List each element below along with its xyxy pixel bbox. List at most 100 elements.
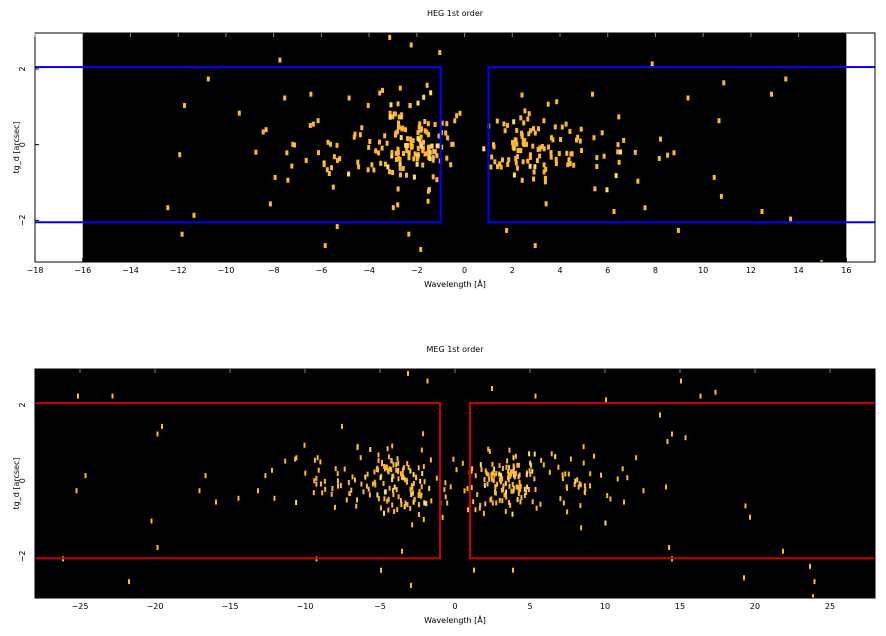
- count-pixel: [308, 123, 312, 128]
- count-pixel: [392, 111, 396, 117]
- count-pixel: [511, 482, 514, 487]
- count-pixel: [379, 475, 382, 481]
- count-pixel: [539, 501, 542, 507]
- count-pixel: [504, 508, 507, 514]
- count-pixel: [391, 170, 395, 175]
- count-pixel: [353, 131, 357, 137]
- count-pixel: [422, 94, 426, 100]
- count-pixel: [515, 154, 519, 160]
- count-pixel: [483, 477, 486, 482]
- count-pixel: [388, 169, 391, 175]
- count-pixel: [532, 126, 535, 132]
- count-pixel: [470, 485, 473, 490]
- count-pixel: [516, 148, 520, 153]
- x-tick-label: −10: [217, 266, 234, 275]
- count-pixel: [336, 157, 339, 163]
- y-tick-label: 0: [18, 142, 27, 147]
- count-pixel: [812, 594, 814, 598]
- count-pixel: [198, 488, 201, 494]
- count-pixel: [385, 464, 388, 470]
- count-pixel: [411, 138, 415, 144]
- count-pixel: [478, 505, 481, 511]
- meg-region-minus: [35, 402, 441, 560]
- count-pixel: [508, 472, 510, 478]
- count-pixel: [579, 503, 582, 509]
- count-pixel: [401, 548, 403, 554]
- count-pixel: [431, 174, 435, 180]
- count-pixel: [381, 459, 383, 465]
- count-pixel: [409, 42, 413, 48]
- count-pixel: [453, 118, 457, 124]
- count-pixel: [204, 473, 207, 479]
- count-pixel: [564, 121, 568, 127]
- count-pixel: [659, 412, 661, 418]
- count-pixel: [557, 151, 561, 156]
- count-pixel: [518, 488, 520, 494]
- count-pixel: [483, 482, 486, 488]
- count-pixel: [533, 164, 537, 170]
- count-pixel: [565, 150, 569, 156]
- count-pixel: [422, 464, 425, 470]
- count-pixel: [517, 485, 520, 491]
- count-pixel: [521, 159, 525, 165]
- count-pixel: [784, 76, 788, 82]
- count-pixel: [455, 467, 458, 473]
- count-pixel: [407, 370, 409, 376]
- count-pixel: [320, 481, 322, 487]
- count-pixel: [406, 143, 410, 148]
- count-pixel: [413, 151, 417, 157]
- count-pixel: [334, 504, 336, 510]
- count-pixel: [382, 481, 385, 486]
- count-pixel: [329, 141, 332, 147]
- count-pixel: [562, 500, 565, 506]
- count-pixel: [423, 500, 426, 506]
- count-pixel: [423, 151, 427, 157]
- count-pixel: [257, 488, 259, 494]
- meg-title: MEG 1st order: [427, 345, 485, 354]
- count-pixel: [614, 173, 618, 179]
- count-pixel: [75, 488, 78, 494]
- count-pixel: [426, 198, 430, 204]
- count-pixel: [392, 492, 395, 498]
- count-pixel: [345, 497, 348, 503]
- count-pixel: [578, 481, 581, 487]
- count-pixel: [295, 500, 298, 505]
- count-pixel: [533, 451, 536, 457]
- count-pixel: [602, 153, 606, 159]
- count-pixel: [426, 378, 429, 384]
- count-pixel: [161, 423, 163, 429]
- count-pixel: [568, 161, 572, 167]
- count-pixel: [560, 124, 564, 130]
- count-pixel: [531, 143, 535, 149]
- count-pixel: [377, 452, 380, 458]
- count-pixel: [192, 212, 196, 218]
- count-pixel: [568, 128, 572, 134]
- count-pixel: [84, 473, 87, 479]
- count-pixel: [446, 500, 449, 506]
- count-pixel: [410, 582, 412, 588]
- count-pixel: [376, 150, 380, 156]
- count-pixel: [511, 144, 515, 150]
- count-pixel: [493, 472, 496, 478]
- count-pixel: [589, 483, 591, 489]
- count-pixel: [387, 507, 390, 513]
- count-pixel: [261, 129, 265, 135]
- count-pixel: [420, 447, 423, 453]
- count-pixel: [666, 152, 670, 158]
- count-pixel: [573, 482, 576, 488]
- count-pixel: [400, 471, 402, 477]
- count-pixel: [360, 481, 363, 487]
- count-pixel: [520, 134, 524, 140]
- x-tick-label: −15: [222, 602, 239, 611]
- count-pixel: [316, 455, 319, 461]
- count-pixel: [278, 57, 282, 63]
- count-pixel: [419, 478, 422, 484]
- count-pixel: [369, 447, 372, 452]
- count-pixel: [565, 484, 568, 490]
- x-tick-label: −5: [374, 602, 386, 611]
- count-pixel: [383, 161, 387, 167]
- count-pixel: [499, 478, 502, 484]
- count-pixel: [336, 478, 339, 484]
- y-tick-label: −2: [18, 550, 27, 562]
